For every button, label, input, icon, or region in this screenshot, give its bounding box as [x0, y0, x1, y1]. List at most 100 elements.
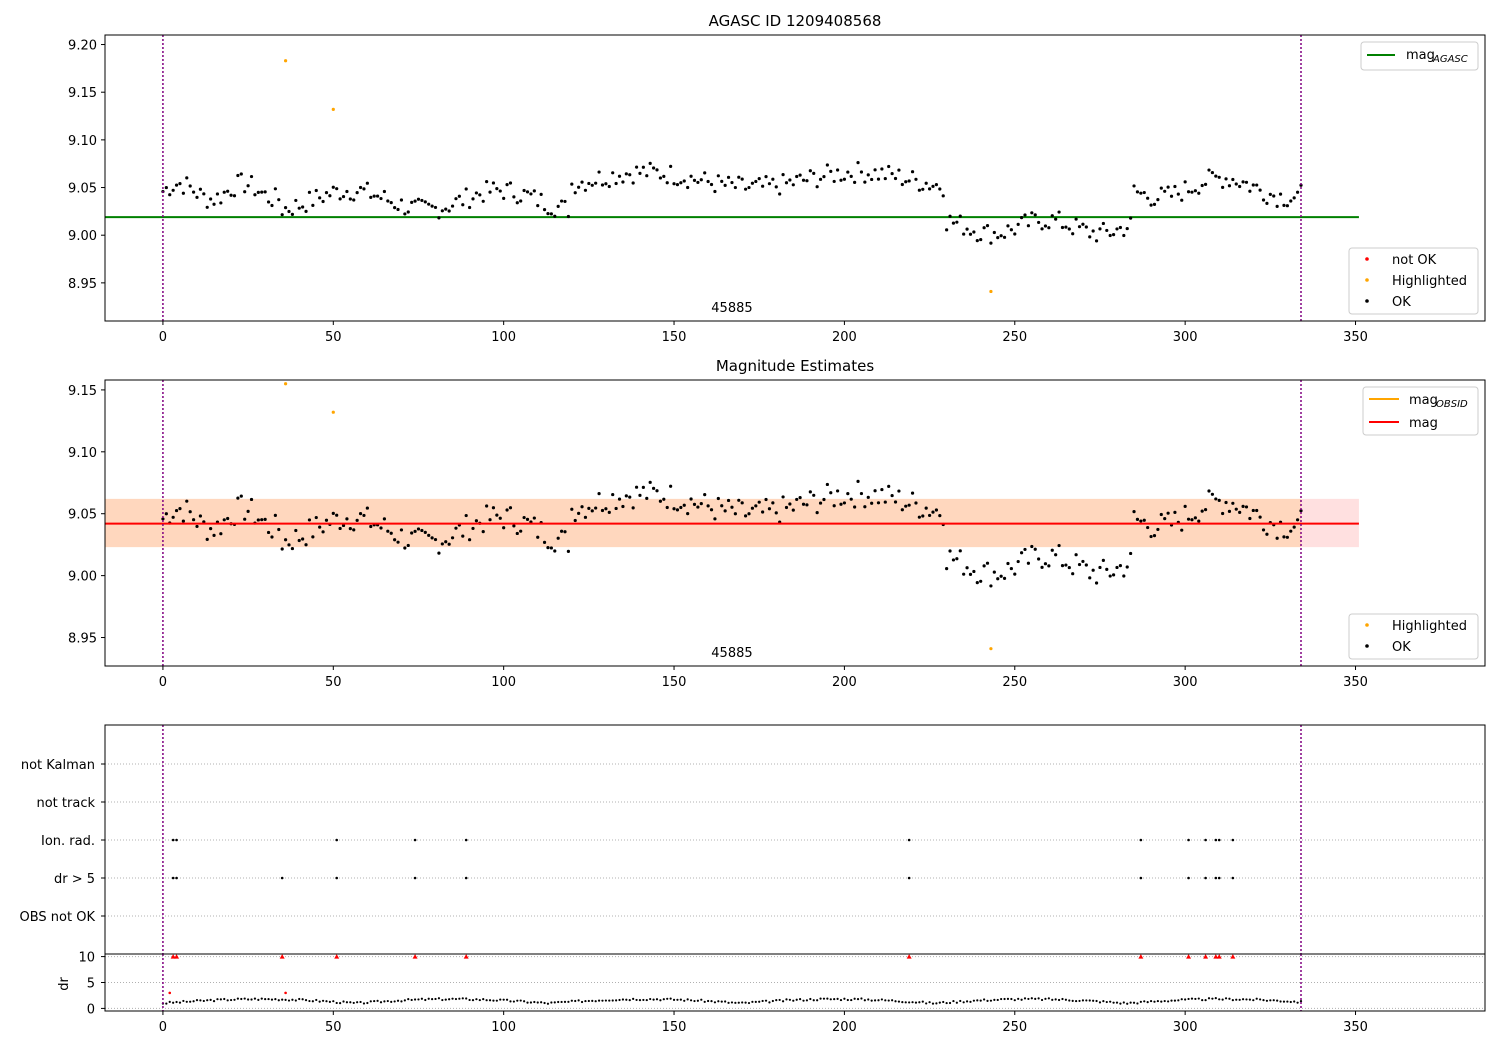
ok-point [910, 170, 915, 174]
ok-point [454, 197, 458, 201]
dr-clipped-marker [906, 954, 912, 959]
ok-point [750, 181, 755, 185]
dr-point [1088, 999, 1091, 1002]
dr-point [567, 1000, 570, 1003]
legend-subscript: OBSID [1436, 399, 1468, 410]
ok-point [280, 547, 284, 551]
dr-red-point [284, 991, 287, 995]
ok-point [529, 192, 533, 196]
dr-point [427, 997, 430, 1000]
ok-point [1200, 509, 1204, 513]
dr-point [420, 997, 423, 1000]
dr-point [1034, 997, 1037, 1000]
dr-axis-label: dr [57, 977, 72, 991]
ok-point [883, 500, 887, 504]
ok-point [692, 178, 697, 182]
ok-point [689, 174, 693, 178]
obsid-label: 45885 [711, 301, 752, 316]
highlighted-point [989, 647, 993, 651]
ok-point [331, 511, 335, 515]
dr-point [604, 999, 607, 1002]
dr-point [659, 999, 662, 1002]
dr-point [257, 998, 260, 1002]
dr-point [1241, 998, 1245, 1001]
ok-point [914, 501, 918, 505]
ok-point [917, 515, 921, 519]
ok-point [662, 174, 666, 179]
ok-point [1067, 227, 1071, 231]
dr-point [863, 999, 866, 1002]
dr-point [976, 999, 979, 1002]
ok-point [324, 518, 329, 522]
flag-point [1187, 838, 1190, 842]
ok-point [1122, 233, 1126, 238]
ok-point [904, 180, 908, 184]
ok-point [260, 190, 264, 194]
ok-point [1248, 189, 1252, 193]
dr-point [666, 997, 669, 1000]
ok-point [863, 180, 867, 184]
ok-point [1176, 192, 1180, 196]
ok-point [812, 493, 816, 497]
dr-point [216, 998, 219, 1001]
ok-point [195, 524, 199, 529]
ok-point [634, 165, 639, 169]
dr-point [679, 998, 682, 1001]
dr-point [860, 997, 863, 1000]
ok-point [1152, 202, 1157, 207]
ok-point [594, 506, 598, 510]
ok-point [726, 498, 731, 503]
ok-point [352, 528, 356, 532]
ok-point [985, 561, 990, 565]
ok-point [226, 189, 230, 193]
ok-point [1180, 528, 1184, 532]
dr-point [1296, 1001, 1299, 1004]
ok-point [798, 495, 802, 500]
ok-point [1094, 239, 1099, 243]
ok-point [502, 526, 506, 530]
ok-point [638, 493, 642, 497]
ok-point [420, 528, 424, 533]
dr-point [761, 999, 764, 1003]
legend-marker [1365, 257, 1369, 261]
ok-point [362, 187, 366, 191]
ok-point [542, 540, 547, 544]
ok-point [597, 170, 601, 174]
ok-point [713, 189, 717, 194]
ok-point [604, 182, 608, 186]
ok-point [546, 546, 550, 550]
legend-label: not OK [1392, 253, 1437, 268]
dr-point [1248, 998, 1251, 1001]
panel-2-title: Magnitude Estimates [716, 357, 874, 375]
ok-point [195, 195, 199, 199]
ok-point [1210, 170, 1215, 175]
x-tick-label: 250 [1002, 1020, 1027, 1035]
ok-point [876, 501, 881, 505]
ok-point [447, 542, 451, 546]
ok-point [931, 510, 935, 514]
ok-point [607, 510, 611, 514]
ok-point [1006, 561, 1010, 566]
ok-point [795, 497, 799, 502]
dr-point [972, 999, 975, 1002]
ok-point [945, 567, 949, 571]
ok-point [985, 224, 990, 228]
dr-point [672, 998, 676, 1001]
ok-point [624, 494, 628, 498]
ok-point [559, 199, 564, 203]
dr-point [458, 997, 461, 1000]
ok-point [665, 181, 669, 185]
ok-point [1122, 574, 1126, 578]
ok-point [566, 214, 571, 219]
dr-point [1170, 999, 1173, 1002]
ok-point [1115, 565, 1119, 570]
ok-point [519, 529, 523, 533]
dr-point [209, 998, 212, 1002]
dr-point [172, 1001, 175, 1004]
ok-point [423, 530, 427, 534]
ok-point [907, 503, 911, 507]
ok-point [304, 543, 308, 547]
ok-point [686, 512, 690, 516]
ok-point [427, 533, 431, 537]
